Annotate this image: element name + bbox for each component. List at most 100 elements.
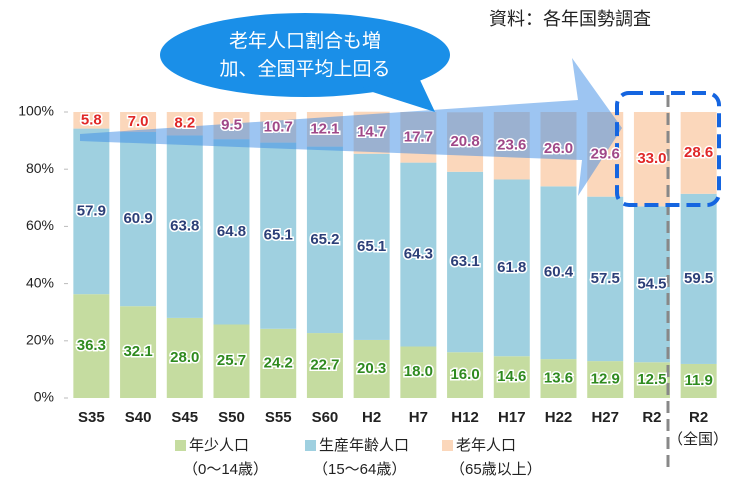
x-tick-label: S40 <box>125 409 152 426</box>
value-label: 29.6 <box>591 145 620 162</box>
value-label: 23.6 <box>497 137 526 154</box>
legend-sublabel: （0〜14歳） <box>183 461 268 478</box>
value-label: 25.7 <box>217 352 246 369</box>
value-label: 63.8 <box>170 218 199 235</box>
bar-segment <box>260 142 297 329</box>
y-tick-label: 100% <box>18 103 54 119</box>
value-label: 33.0 <box>637 150 666 167</box>
value-label: 28.0 <box>170 349 199 366</box>
value-label: 5.8 <box>81 111 102 128</box>
bar-segment <box>540 359 577 398</box>
legend-label: 老年人口 <box>456 437 516 454</box>
value-label: 17.7 <box>404 128 433 145</box>
bar-segment <box>493 179 530 357</box>
value-label: 65.1 <box>357 238 386 255</box>
bar-segment <box>633 206 670 363</box>
bar-segment <box>120 132 157 307</box>
bar-segment <box>213 324 250 398</box>
value-label: 26.0 <box>544 140 573 157</box>
value-label: 57.9 <box>77 202 106 219</box>
legend-swatch <box>175 440 186 451</box>
highlight-box <box>615 91 721 207</box>
bar-segment <box>166 135 203 318</box>
bar-segment <box>680 193 717 364</box>
bar-segment <box>73 112 110 129</box>
x-tick-label: S50 <box>218 409 245 426</box>
value-label: 28.6 <box>684 144 713 161</box>
legend-sublabel: （65歳以上） <box>450 461 542 478</box>
value-label: 57.5 <box>591 270 620 287</box>
y-tick-label: 60% <box>26 217 54 233</box>
value-label: 54.5 <box>637 275 666 292</box>
bar-segment <box>633 112 670 207</box>
bar-segment <box>680 363 717 398</box>
value-label: 60.4 <box>544 264 574 281</box>
bar-segment <box>120 112 157 133</box>
y-tick-label: 20% <box>26 332 54 348</box>
y-tick-label: 0% <box>34 389 54 405</box>
x-tick-label: H22 <box>545 409 573 426</box>
legend-label: 年少人口 <box>189 437 249 454</box>
value-label: 13.6 <box>544 370 573 387</box>
value-label: 12.1 <box>310 120 339 137</box>
value-label: 8.2 <box>174 115 195 132</box>
bar-segment <box>353 153 390 340</box>
callout-tail <box>360 80 435 112</box>
x-tick-label: R2 <box>642 409 661 426</box>
value-label: 9.5 <box>221 117 242 134</box>
bar-segment <box>213 139 250 325</box>
bar-segment <box>447 352 484 398</box>
value-label: 59.5 <box>684 270 713 287</box>
x-tick-label: R2 <box>689 409 708 426</box>
bar-segment <box>633 362 670 398</box>
value-label: 24.2 <box>264 354 293 371</box>
callout-text: 老年人口割合も増 <box>229 30 381 52</box>
value-label: 14.6 <box>497 368 526 385</box>
annotation: （全国） <box>668 430 728 448</box>
trend-arrow <box>80 58 622 196</box>
value-label: 20.3 <box>357 360 386 377</box>
value-label: 65.2 <box>310 231 339 248</box>
value-label: 12.9 <box>591 371 620 388</box>
x-tick-label: S55 <box>265 409 292 426</box>
bar-segment <box>540 186 577 360</box>
legend-swatch <box>442 440 453 451</box>
bar-segment <box>587 361 624 398</box>
value-label: 11.9 <box>684 372 712 389</box>
x-tick-label: S60 <box>312 409 339 426</box>
bar-segment <box>400 162 437 347</box>
x-tick-label: H17 <box>498 409 526 426</box>
x-tick-label: H2 <box>362 409 381 426</box>
bar-segment <box>353 339 390 398</box>
value-label: 12.5 <box>637 371 666 388</box>
x-tick-label: S45 <box>171 409 198 426</box>
bars <box>64 111 717 399</box>
value-label: 7.0 <box>128 113 149 130</box>
x-tick-label: H12 <box>451 409 479 426</box>
value-label: 20.8 <box>450 133 479 150</box>
bar-segment <box>260 328 297 398</box>
bar-segment <box>447 171 484 353</box>
legend-swatch <box>305 440 316 451</box>
legend-label: 生産年齢人口 <box>319 437 409 454</box>
bar-segment <box>680 112 717 194</box>
bar-segment <box>120 306 157 398</box>
x-tick-label: H27 <box>591 409 619 426</box>
bar-segment <box>493 356 530 398</box>
value-label: 36.3 <box>77 337 106 354</box>
value-label: 10.7 <box>264 118 293 135</box>
source: 資料：各年国勢調査 <box>489 9 651 29</box>
bar-segment <box>166 317 203 398</box>
bar-segment <box>306 146 343 334</box>
value-label: 61.8 <box>497 259 526 276</box>
value-label: 16.0 <box>450 366 479 383</box>
value-label: 64.3 <box>404 246 433 263</box>
bar-segment <box>587 196 624 362</box>
callout-bubble <box>160 13 450 97</box>
callout-text: 加、全国平均上回る <box>219 58 390 80</box>
value-label: 63.1 <box>450 253 479 270</box>
value-label: 64.8 <box>217 223 246 240</box>
value-label: 18.0 <box>404 363 433 380</box>
y-tick-label: 40% <box>26 274 54 290</box>
